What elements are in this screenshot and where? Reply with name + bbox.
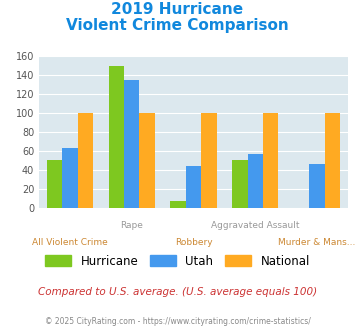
Bar [263,113,278,208]
Bar [170,201,186,208]
Bar [78,113,93,208]
Bar [140,113,155,208]
Bar [201,113,217,208]
Bar [109,66,124,208]
Text: © 2025 CityRating.com - https://www.cityrating.com/crime-statistics/: © 2025 CityRating.com - https://www.city… [45,317,310,326]
Text: All Violent Crime: All Violent Crime [32,238,108,247]
Bar [186,166,201,208]
Bar [62,148,78,208]
Legend: Hurricane, Utah, National: Hurricane, Utah, National [40,250,315,273]
Text: Murder & Mans...: Murder & Mans... [278,238,355,247]
Text: Rape: Rape [120,221,143,230]
Bar [325,113,340,208]
Text: Aggravated Assault: Aggravated Assault [211,221,300,230]
Text: Compared to U.S. average. (U.S. average equals 100): Compared to U.S. average. (U.S. average … [38,287,317,297]
Text: Violent Crime Comparison: Violent Crime Comparison [66,18,289,33]
Bar [247,154,263,208]
Bar [124,80,140,208]
Bar [232,160,247,208]
Bar [309,164,325,208]
Bar [47,160,62,208]
Text: Robbery: Robbery [175,238,212,247]
Text: 2019 Hurricane: 2019 Hurricane [111,2,244,16]
